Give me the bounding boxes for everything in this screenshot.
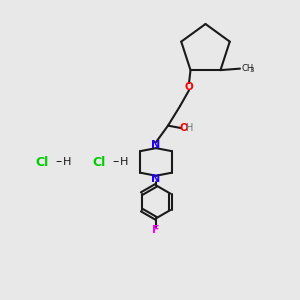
Text: H: H xyxy=(120,157,129,167)
Text: CH: CH xyxy=(242,64,254,73)
Text: H: H xyxy=(63,157,72,167)
Text: Cl: Cl xyxy=(35,155,49,169)
Text: H: H xyxy=(186,123,194,133)
Text: Cl: Cl xyxy=(92,155,106,169)
Text: O: O xyxy=(179,123,188,133)
Text: O: O xyxy=(184,82,194,92)
Text: –: – xyxy=(112,155,118,169)
Text: N: N xyxy=(152,140,160,150)
Text: 3: 3 xyxy=(250,67,254,73)
Text: N: N xyxy=(152,174,160,184)
Text: F: F xyxy=(152,225,160,235)
Text: –: – xyxy=(56,155,62,169)
